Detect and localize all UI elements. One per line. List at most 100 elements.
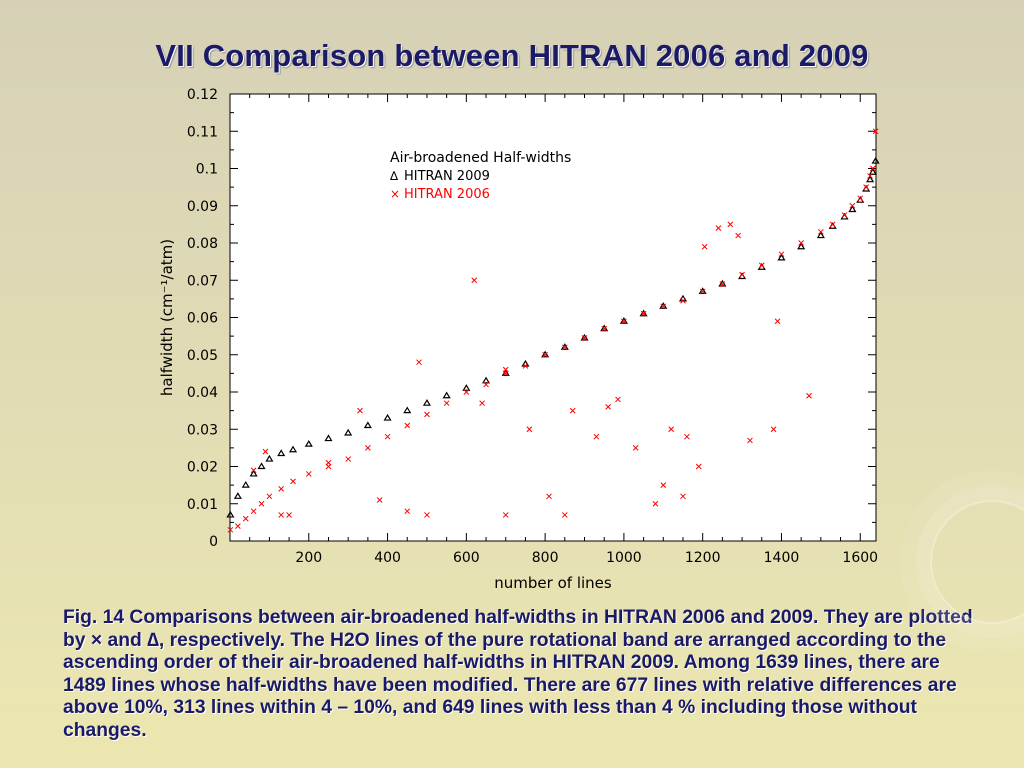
data-point-hitran2006 [829,221,836,228]
legend-marker: ∆ [389,169,399,183]
y-tick-label: 0 [209,534,218,550]
data-point-hitran2006 [774,318,781,325]
data-point-hitran2006 [652,500,659,507]
data-point-hitran2006 [561,344,568,351]
data-point-hitran2006 [266,493,273,500]
data-point-hitran2006 [258,500,265,507]
data-point-hitran2006 [581,335,588,341]
data-point-hitran2006 [424,512,430,518]
data-point-hitran2006 [680,297,686,304]
data-point-hitran2009 [403,406,412,414]
data-point-hitran2006 [227,526,234,533]
y-tick-label: 0.02 [187,460,218,476]
y-tick-label: 0.03 [187,422,218,438]
data-point-hitran2006 [660,482,667,488]
axis-ticks [230,93,876,542]
data-point-hitran2006 [699,288,706,295]
data-point-hitran2006 [593,433,600,440]
data-point-hitran2009 [265,454,274,462]
data-point-hitran2009 [233,492,242,499]
data-point-hitran2006 [715,225,722,231]
data-point-hitran2009 [249,469,258,477]
data-point-hitran2006 [660,303,667,310]
data-point-hitran2006 [290,478,296,485]
y-tick-label: 0.06 [187,311,218,327]
y-tick-label: 0.1 [196,162,218,178]
y-axis-label: halfwidth (cm⁻¹/atm) [158,239,176,396]
x-axis-label: number of lines [494,574,612,592]
x-tick-label: 1200 [685,550,721,566]
data-point-hitran2006 [798,240,805,246]
y-tick-label: 0.09 [187,199,218,215]
data-point-hitran2009 [363,421,372,429]
data-point-hitran2006 [502,366,509,373]
data-point-hitran2006 [250,467,257,474]
data-point-hitran2006 [863,184,870,190]
water-ripple-decoration [930,500,1024,624]
data-point-hitran2006 [546,493,552,500]
data-point-hitran2009 [816,231,825,239]
data-point-hitran2006 [849,202,856,209]
x-tick-label: 400 [374,550,401,566]
x-tick-label: 1600 [842,550,878,566]
data-point-hitran2006 [701,243,708,250]
data-point-hitran2006 [542,351,548,358]
data-point-hitran2006 [278,485,285,492]
data-point-hitran2006 [818,228,824,235]
data-point-hitran2009 [241,480,250,488]
series-hitran-2009 [226,156,880,518]
data-point-hitran2006 [357,407,363,414]
data-point-hitran2006 [841,212,848,218]
data-point-hitran2006 [561,512,568,518]
data-point-hitran2006 [286,512,292,518]
data-point-hitran2006 [872,128,879,135]
scatter-chart: 200 400 600 800 1000 1200 1400 1600 0 0.01 0.02 0.0… [150,82,890,597]
data-point-hitran2006 [522,363,529,369]
data-point-hitran2009 [868,168,877,175]
data-point-hitran2009 [777,253,786,261]
chart-legend: Air-broadened Half-widths ∆ HITRAN 2009 × HI… [389,150,571,202]
data-point-hitran2009 [462,384,471,391]
legend-marker: × [390,187,400,201]
data-point-hitran2006 [365,445,371,451]
data-point-hitran2006 [278,512,285,518]
data-point-hitran2006 [250,508,257,515]
series-layer [226,128,880,533]
data-point-hitran2009 [277,449,286,457]
data-point-hitran2006 [695,463,702,470]
data-point-hitran2006 [502,512,509,518]
data-point-hitran2006 [869,165,876,172]
data-point-hitran2006 [735,232,741,239]
data-point-hitran2006 [747,437,753,444]
data-point-hitran2006 [242,515,249,522]
data-point-hitran2009 [718,279,727,287]
data-point-hitran2006 [605,404,611,410]
plot-area [229,93,877,542]
slide-title: VII Comparison between HITRAN 2006 and 2… [155,38,869,73]
series-hitran-2006 [227,128,879,533]
data-point-hitran2006 [806,392,812,399]
data-point-hitran2006 [305,471,312,477]
figure-caption: Fig. 14 Comparisons between air-broadene… [63,607,973,741]
data-point-hitran2009 [324,434,333,442]
data-point-hitran2006 [668,426,675,433]
data-point-hitran2006 [719,281,726,287]
data-point-hitran2006 [632,445,639,451]
data-point-hitran2009 [481,376,491,384]
x-tick-label: 1000 [606,550,642,566]
data-point-hitran2006 [471,277,478,284]
data-point-hitran2006 [621,318,627,325]
legend-title: Air-broadened Half-widths [390,150,571,166]
data-point-hitran2009 [442,391,451,399]
y-tick-label: 0.08 [187,236,218,252]
data-point-hitran2006 [345,456,352,462]
data-point-hitran2009 [422,399,432,406]
data-point-hitran2006 [569,407,576,414]
data-point-hitran2006 [857,195,864,202]
y-tick-label: 0.07 [187,273,218,289]
data-point-hitran2006 [262,448,269,455]
data-point-hitran2009 [226,510,235,518]
data-point-hitran2006 [615,396,621,403]
data-point-hitran2006 [867,173,873,179]
y-tick-label: 0.01 [187,497,218,513]
